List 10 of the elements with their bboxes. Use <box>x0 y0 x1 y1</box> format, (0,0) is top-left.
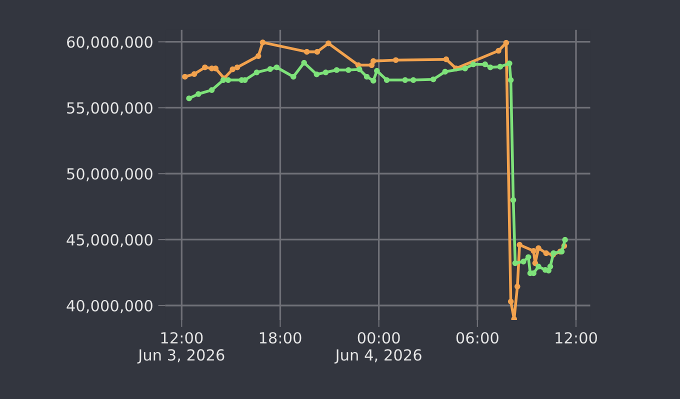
y-tick-label: 45,000,000 <box>66 234 152 248</box>
y-tick-label: 40,000,000 <box>66 300 152 314</box>
x-tick-label: 06:00 <box>456 332 498 344</box>
y-tick-label: 55,000,000 <box>67 102 152 116</box>
y-tick-label: 60,000,000 <box>67 36 152 50</box>
y-tick-label: 50,000,000 <box>67 168 152 182</box>
x-tick-label: 12:00 <box>556 332 597 344</box>
x-tick-label: 00:00 Jun 4, 2026 <box>334 332 422 364</box>
x-tick-label: 18:00 <box>260 332 302 344</box>
x-tick-label: 12:00 Jun 3, 2026 <box>137 332 224 364</box>
